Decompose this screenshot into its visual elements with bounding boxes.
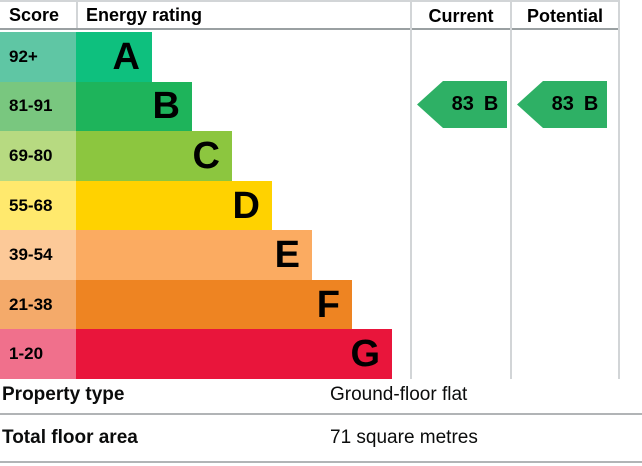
band-row: 92+ A — [0, 32, 410, 82]
band-row: 55-68 D — [0, 180, 410, 231]
band-score-range: 81-91 — [0, 81, 76, 132]
detail-label: Total floor area — [2, 427, 138, 448]
band-letter: B — [152, 85, 180, 128]
band-bar: E — [76, 230, 312, 280]
band-row: 69-80 C — [0, 131, 410, 181]
detail-row: Total floor area 71 square metres — [0, 415, 642, 463]
detail-value: Ground-floor flat — [330, 384, 468, 405]
band-bar: A — [76, 32, 152, 82]
potential-rating-arrow: 83 B — [517, 81, 607, 128]
current-rating-score: 83 — [451, 93, 474, 115]
band-row: 81-91 B — [0, 81, 410, 132]
band-letter: E — [274, 234, 300, 277]
detail-label: Property type — [2, 384, 125, 405]
band-letter: G — [350, 333, 380, 376]
potential-column-left-divider — [510, 2, 512, 379]
potential-column-header: Potential — [526, 5, 603, 26]
energy-rating-column-header: Energy rating — [76, 2, 202, 28]
band-bar: D — [76, 180, 272, 231]
property-details: Property type Ground-floor flat Total fl… — [0, 377, 642, 463]
band-bar: B — [76, 81, 192, 132]
band-bar: G — [76, 329, 392, 380]
energy-rating-chart: Score Energy rating 92+ A 81-91 B 69-80 … — [0, 0, 620, 380]
band-rows: 92+ A 81-91 B 69-80 C 55-68 D 39-54 E 21… — [0, 32, 410, 380]
band-letter: C — [192, 134, 220, 177]
band-row: 39-54 E — [0, 230, 410, 280]
potential-rating-band: B — [583, 93, 599, 115]
band-bar: C — [76, 131, 232, 181]
band-letter: F — [316, 283, 340, 326]
band-row: 21-38 F — [0, 279, 410, 330]
current-rating-arrow: 83 B — [417, 81, 507, 128]
band-score-range: 39-54 — [0, 230, 76, 280]
band-score-range: 1-20 — [0, 329, 76, 380]
current-column-header: Current — [428, 5, 494, 26]
band-score-range: 92+ — [0, 32, 76, 82]
chart-header-row: Score Energy rating — [0, 2, 620, 30]
detail-value: 71 square metres — [330, 427, 478, 448]
current-rating-band: B — [483, 93, 499, 115]
band-score-range: 69-80 — [0, 131, 76, 181]
detail-row: Property type Ground-floor flat — [0, 377, 642, 415]
band-score-range: 55-68 — [0, 180, 76, 231]
potential-rating-score: 83 — [551, 93, 574, 115]
band-letter: A — [112, 35, 140, 78]
band-score-range: 21-38 — [0, 279, 76, 330]
band-row: 1-20 G — [0, 329, 410, 380]
band-letter: D — [232, 184, 260, 227]
chart-right-border — [618, 2, 620, 379]
current-column-left-divider — [410, 2, 412, 379]
score-column-header: Score — [9, 4, 60, 25]
band-bar: F — [76, 279, 352, 330]
